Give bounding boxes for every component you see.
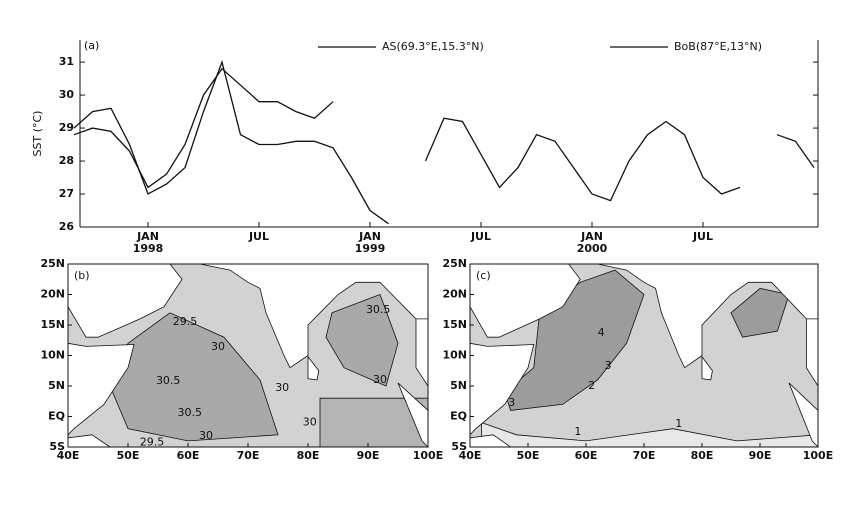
x-tick-label: JUL [470,230,491,243]
x-tick-label: 60E [177,449,200,462]
x-tick-label: JAN 1999 [355,230,386,255]
y-tick-label: 15N [40,318,65,331]
land [469,342,535,436]
y-tick-label: 28 [59,154,74,167]
land [170,263,429,369]
x-tick-label: 100E [413,449,443,462]
y-tick-label: 25N [40,257,65,270]
x-tick-label: JUL [248,230,269,243]
x-tick-label: 80E [297,449,320,462]
land [67,342,135,436]
series-line [73,59,815,225]
y-tick-label: 10N [40,349,65,362]
y-tick-label: EQ [48,410,65,423]
y-tick-label: 10N [442,349,467,362]
y-tick-label: 29 [59,121,74,134]
y-tick-label: 25N [442,257,467,270]
contour-label: 30 [199,429,213,442]
x-tick-label: JAN 2000 [577,230,608,255]
x-tick-label: 90E [357,449,380,462]
legend-label: AS(69.3°E,15.3°N) [382,40,484,53]
x-tick-label: 100E [803,449,833,462]
y-tick-label: 30 [59,88,75,101]
x-tick-label: 70E [237,449,260,462]
shade-high [325,293,399,387]
x-tick-label: 60E [575,449,598,462]
panel-label: (b) [74,269,90,282]
series-line [73,67,334,189]
x-tick-label: 50E [517,449,540,462]
panel-label: (c) [476,269,491,282]
x-tick-label: 80E [691,449,714,462]
shade-high [109,312,279,442]
x-tick-label: JAN 1998 [133,230,164,255]
panel-label: (a) [84,39,99,52]
contour-label: 30.5 [156,374,181,387]
y-tick-label: EQ [450,410,467,423]
y-tick-label: 31 [59,55,74,68]
land [469,263,581,338]
contour-label: 30 [275,381,289,394]
contour-label: 1 [574,425,581,438]
y-tick-label: 5N [450,379,467,392]
contour-label: 29.5 [173,315,198,328]
x-tick-label: 70E [633,449,656,462]
x-tick-label: 90E [749,449,772,462]
y-tick-label: 20N [40,288,65,301]
legend-label: BoB(87°E,13°N) [674,40,762,53]
contour-label: 30.5 [366,303,391,316]
contour-label: 1 [675,417,682,430]
x-tick-label: JUL [692,230,713,243]
y-tick-label: 5N [48,379,65,392]
shade-high [730,287,790,338]
x-tick-label: 40E [459,449,482,462]
contour-label: 4 [598,326,605,339]
y-tick-label: 15N [442,318,467,331]
y-axis-label: SST (°C) [31,111,44,157]
contour-label: 30 [373,373,387,386]
contour-label: 29.5 [140,436,165,449]
land [307,355,320,381]
y-tick-label: 20N [442,288,467,301]
y-tick-label: 5S [49,440,65,453]
y-tick-label: 27 [59,187,74,200]
x-tick-label: 40E [57,449,80,462]
contour-label: 30 [303,416,317,429]
y-tick-label: 5S [451,440,467,453]
y-tick-label: 26 [59,220,75,233]
land [701,355,713,381]
contour-label: 30 [211,340,225,353]
contour-label: 2 [588,379,595,392]
land [568,263,819,369]
contour-label: 30.5 [178,406,203,419]
x-tick-label: 50E [117,449,140,462]
contour-label: 3 [605,359,612,372]
land [67,263,183,338]
contour-label: 3 [508,396,515,409]
